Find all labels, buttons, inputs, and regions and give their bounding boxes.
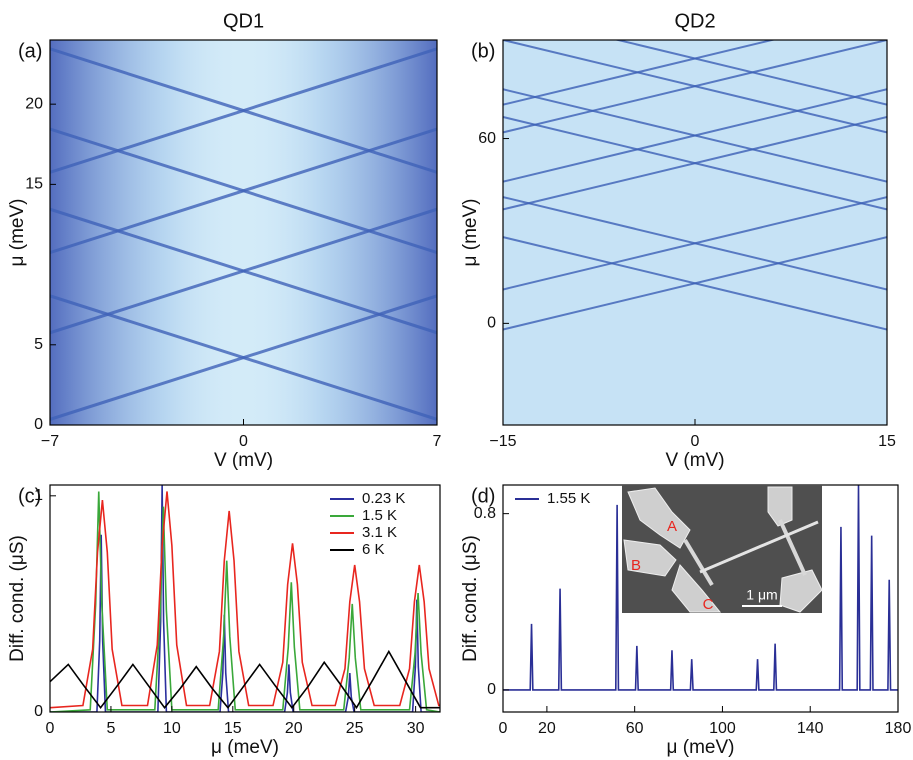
- y-axis-label: Diff. cond. (μS): [7, 535, 28, 662]
- y-tick-label: 0.8: [474, 505, 496, 522]
- x-tick-label: 100: [709, 720, 736, 737]
- series-line: [503, 485, 898, 691]
- diamond-edge: [503, 88, 887, 183]
- y-tick-label: 15: [25, 176, 43, 193]
- diamond-edge: [50, 294, 437, 421]
- x-tick-label: 15: [878, 433, 896, 450]
- y-axis-label: μ (meV): [460, 199, 481, 267]
- plot-area: [50, 40, 437, 425]
- diamond-edge: [503, 40, 887, 134]
- electrode: [779, 569, 823, 613]
- electrode: [623, 539, 677, 577]
- legend-label: 1.5 K: [362, 507, 397, 524]
- panel-label: (d): [471, 485, 495, 507]
- y-tick-label: 0: [487, 681, 496, 698]
- y-tick-label: 5: [34, 336, 43, 353]
- plot-frame: [49, 484, 441, 713]
- y-tick-label: 0: [34, 703, 43, 720]
- x-tick-label: 15: [224, 720, 242, 737]
- plot-area: [50, 485, 440, 712]
- electrode-lead: [683, 538, 714, 587]
- panel-title: QD1: [223, 10, 264, 32]
- inset-label: C: [703, 596, 714, 613]
- x-tick-label: 0: [691, 433, 700, 450]
- x-axis-label: V (mV): [214, 450, 273, 471]
- panel: 0 20 60 100 140 180 0 0.8(d) μ (meV) Diff. cond. …: [460, 484, 912, 758]
- y-tick-label: 0: [34, 416, 43, 433]
- y-axis-label: μ (meV): [7, 199, 28, 267]
- diamond-edge: [50, 127, 437, 254]
- electrode: [671, 564, 722, 613]
- x-tick-label: 10: [163, 720, 181, 737]
- diamond-edge: [613, 40, 887, 106]
- inset-label: B: [631, 557, 641, 574]
- series-line: [50, 649, 440, 710]
- x-tick-label: 20: [285, 720, 303, 737]
- panel-label: (c): [18, 485, 41, 507]
- diamond-edge: [503, 116, 887, 211]
- diamond-edge: [503, 196, 887, 291]
- y-tick-label: 1: [34, 487, 43, 504]
- y-tick-label: 0: [487, 315, 496, 332]
- panel-title: QD2: [674, 10, 715, 32]
- series-line: [50, 491, 440, 709]
- legend-label: 6 K: [362, 541, 385, 558]
- inset-image: A B C 1 μm: [622, 485, 823, 613]
- scale-bar-label: 1 μm: [746, 587, 777, 603]
- x-tick-label: −15: [489, 433, 516, 450]
- series-line: [50, 491, 440, 712]
- x-tick-label: 5: [106, 720, 115, 737]
- x-tick-label: 0: [499, 720, 508, 737]
- electrode: [627, 487, 691, 549]
- diamond-edge: [50, 207, 437, 335]
- y-tick-label: 60: [478, 130, 496, 147]
- diamond-edge: [503, 236, 887, 331]
- x-tick-label: 140: [797, 720, 824, 737]
- inset-label: A: [667, 518, 677, 535]
- x-tick-label: 7: [433, 433, 442, 450]
- legend-label: 1.55 K: [547, 490, 590, 507]
- heatmap-background: [503, 40, 887, 425]
- y-axis-label: Diff. cond. (μS): [460, 535, 481, 662]
- plot-area: [503, 485, 898, 691]
- x-axis-label: V (mV): [665, 450, 724, 471]
- x-tick-label: 20: [538, 720, 556, 737]
- x-tick-label: 180: [885, 720, 912, 737]
- electrode-lead: [778, 519, 807, 576]
- x-tick-label: −7: [41, 433, 59, 450]
- x-axis-label: μ (meV): [211, 737, 279, 758]
- y-tick-label: 20: [25, 95, 43, 112]
- panel: 0 5 10 15 20 25 30 0 1(c) μ (meV) Diff. cond. (μS)…: [7, 484, 441, 758]
- diamond-edge: [50, 47, 437, 174]
- nanowire: [699, 520, 819, 574]
- x-axis-label: μ (meV): [667, 737, 735, 758]
- panel: −15 0 15 0 60 QD2 (b) V (mV) μ (meV): [460, 10, 896, 471]
- x-tick-label: 0: [46, 720, 55, 737]
- x-tick-label: 25: [346, 720, 364, 737]
- x-tick-label: 0: [239, 433, 248, 450]
- panel-label: (b): [471, 40, 495, 62]
- x-tick-label: 30: [407, 720, 425, 737]
- panel-label: (a): [18, 40, 42, 62]
- x-tick-label: 60: [626, 720, 644, 737]
- legend-label: 0.23 K: [362, 490, 405, 507]
- plot-area: [503, 40, 887, 425]
- legend-label: 3.1 K: [362, 524, 397, 541]
- electrode: [767, 486, 793, 527]
